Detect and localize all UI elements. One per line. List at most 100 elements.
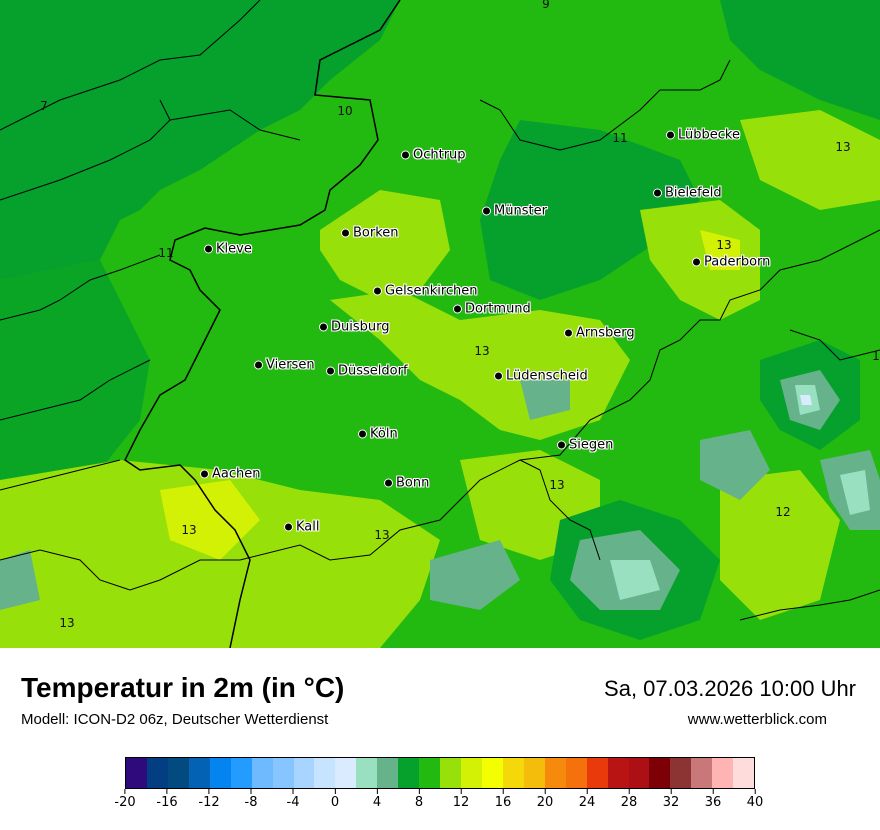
colorbar-segment <box>272 758 294 788</box>
city-viersen: Viersen <box>254 358 315 373</box>
city-muenster: Münster <box>482 204 547 219</box>
city-borken: Borken <box>341 226 399 241</box>
colorbar-tick: 36 <box>705 789 721 810</box>
contour-label: 13 <box>474 344 490 358</box>
colorbar-segment <box>398 758 420 788</box>
temperature-map: Ochtrup Lübbecke Bielefeld Münster Borke… <box>0 0 880 648</box>
colorbar-segment <box>670 758 692 788</box>
city-marker-icon <box>358 429 367 439</box>
colorbar-tick: -8 <box>245 789 257 810</box>
colorbar-segment <box>628 758 650 788</box>
colorbar-segment <box>230 758 252 788</box>
city-siegen: Siegen <box>557 438 613 453</box>
colorbar-tick: 0 <box>331 789 339 810</box>
city-aachen: Aachen <box>200 467 260 482</box>
contour-label: 13 <box>835 140 851 154</box>
colorbar-segment <box>544 758 566 788</box>
city-marker-icon <box>494 371 503 381</box>
colorbar-segment <box>419 758 441 788</box>
city-marker-icon <box>341 228 350 238</box>
colorbar-tick: 8 <box>415 789 423 810</box>
colorbar-segment <box>335 758 357 788</box>
forecast-datetime: Sa, 07.03.2026 10:00 Uhr <box>604 676 856 701</box>
colorbar-segment <box>481 758 503 788</box>
contour-label: 13 <box>716 238 732 252</box>
temperature-field <box>0 0 880 648</box>
city-gelsenkirchen: Gelsenkirchen <box>373 284 478 299</box>
city-paderborn: Paderborn <box>692 255 770 270</box>
contour-label: 7 <box>40 99 48 113</box>
contour-label: 13 <box>59 616 75 630</box>
city-marker-icon <box>319 322 328 332</box>
colorbar-tick: 28 <box>621 789 637 810</box>
colorbar-tick: -16 <box>156 789 178 810</box>
city-marker-icon <box>482 206 491 216</box>
model-info: Modell: ICON-D2 06z, Deutscher Wetterdie… <box>21 711 329 728</box>
colorbar-segment <box>712 758 734 788</box>
colorbar-tick: 40 <box>747 789 763 810</box>
colorbar-tick: 20 <box>537 789 553 810</box>
city-dortmund: Dortmund <box>453 302 531 317</box>
contour-label: 1 <box>872 349 880 363</box>
colorbar-tick: 4 <box>373 789 381 810</box>
colorbar-segment <box>607 758 629 788</box>
city-marker-icon <box>254 360 263 370</box>
city-arnsberg: Arnsberg <box>564 326 635 341</box>
colorbar-segment <box>586 758 608 788</box>
city-duesseldorf: Düsseldorf <box>326 364 408 379</box>
colorbar-tick: -4 <box>287 789 299 810</box>
colorbar-segment <box>565 758 587 788</box>
colorbar-segment <box>167 758 189 788</box>
city-marker-icon <box>204 244 213 254</box>
website-credit: www.wetterblick.com <box>687 711 827 728</box>
contour-label: 11 <box>612 131 628 145</box>
map-title: Temperatur in 2m (in °C) <box>21 672 345 703</box>
colorbar-segment <box>251 758 273 788</box>
contour-label: 10 <box>337 104 353 118</box>
colorbar-tick: 12 <box>453 789 469 810</box>
contour-label: 12 <box>775 505 791 519</box>
contour-label: 11 <box>158 246 174 260</box>
city-marker-icon <box>453 304 462 314</box>
city-marker-icon <box>692 257 701 267</box>
colorbar-segment <box>502 758 524 788</box>
colorbar-segment <box>440 758 461 788</box>
colorbar-segment <box>691 758 713 788</box>
city-kleve: Kleve <box>204 242 252 257</box>
city-bonn: Bonn <box>384 476 429 491</box>
city-ochtrup: Ochtrup <box>401 148 466 163</box>
contour-label: 13 <box>549 478 565 492</box>
contour-label: 9 <box>542 0 550 11</box>
colorbar-segment <box>733 758 755 788</box>
city-marker-icon <box>666 130 675 140</box>
city-kall: Kall <box>284 520 320 535</box>
colorbar-segment <box>523 758 545 788</box>
colorbar-tick: -20 <box>114 789 136 810</box>
colorbar-segment <box>126 758 147 788</box>
city-marker-icon <box>373 286 382 296</box>
city-luedenscheid: Lüdenscheid <box>494 369 588 384</box>
colorbar-segment <box>461 758 482 788</box>
city-bielefeld: Bielefeld <box>653 186 722 201</box>
colorbar-ticks: -20 -16 -12 -8 -4 0 4 8 12 16 20 24 28 32 36 40 <box>114 789 763 819</box>
city-marker-icon <box>284 522 293 532</box>
city-marker-icon <box>564 328 573 338</box>
city-marker-icon <box>200 469 209 479</box>
colorbar-segment <box>314 758 336 788</box>
colorbar-segment <box>188 758 210 788</box>
colorbar-tick: 16 <box>495 789 511 810</box>
temperature-colorbar <box>125 757 755 789</box>
colorbar-segment <box>209 758 231 788</box>
colorbar-segment <box>146 758 168 788</box>
city-marker-icon <box>557 440 566 450</box>
colorbar-segment <box>377 758 399 788</box>
colorbar-segment <box>649 758 671 788</box>
city-luebbecke: Lübbecke <box>666 128 740 143</box>
city-marker-icon <box>326 366 335 376</box>
city-koeln: Köln <box>358 427 398 442</box>
contour-label: 13 <box>374 528 390 542</box>
contour-label: 13 <box>181 523 197 537</box>
colorbar-segment <box>356 758 378 788</box>
colorbar-tick: 32 <box>663 789 679 810</box>
city-marker-icon <box>401 150 410 160</box>
